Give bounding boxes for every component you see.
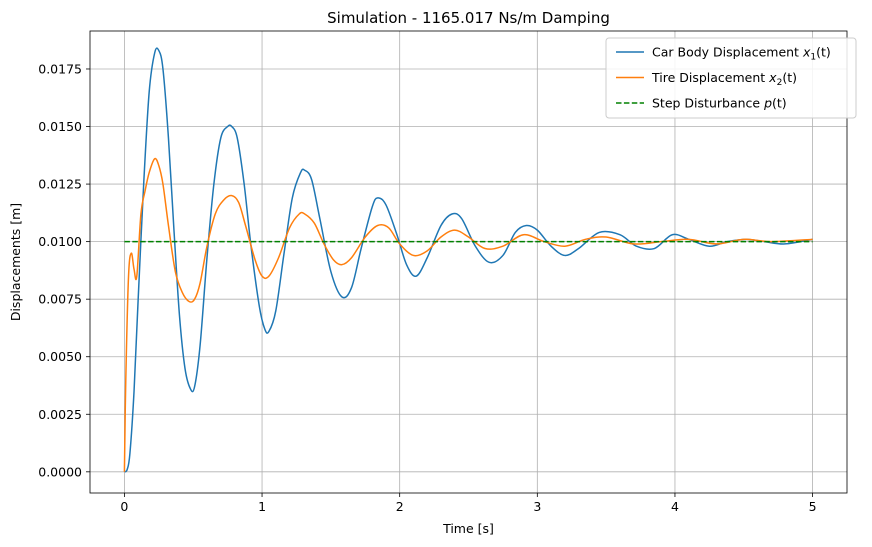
y-tick-label: 0.0075 [38,292,82,307]
x-tick-label: 2 [396,499,404,514]
y-tick-label: 0.0050 [38,349,82,364]
series-line-tire [123,157,813,472]
chart-title: Simulation - 1165.017 Ns/m Damping [327,9,610,27]
x-tick-label: 5 [809,499,817,514]
x-tick-label: 0 [120,499,128,514]
legend-label-step: Step Disturbance p(t) [652,96,787,111]
axis-ticks: 0 1 2 3 4 5 0.0000 0.0025 0.0050 0.0075 0.0100 0.01… [38,61,816,514]
series-lines [123,47,813,473]
legend-label-tire: Tire Displacement x2(t) [651,70,797,88]
legend-label-car: Car Body Displacement x1(t) [652,45,831,63]
series-line-car [123,47,813,473]
legend: Car Body Displacement x1(t) Tire Displace… [605,37,857,119]
x-tick-label: 4 [671,499,679,514]
y-axis-label: Displacements [m] [8,203,23,321]
plot-frame [89,30,848,494]
y-tick-label: 0.0125 [38,177,82,192]
y-tick-label: 0.0100 [38,234,82,249]
y-tick-label: 0.0175 [38,61,82,76]
x-tick-label: 3 [533,499,541,514]
legend-box [605,37,857,119]
y-tick-label: 0.0000 [38,464,82,479]
x-tick-label: 1 [258,499,266,514]
y-tick-label: 0.0025 [38,407,82,422]
x-axis-label: Time [s] [442,521,494,536]
y-tick-label: 0.0150 [38,119,82,134]
